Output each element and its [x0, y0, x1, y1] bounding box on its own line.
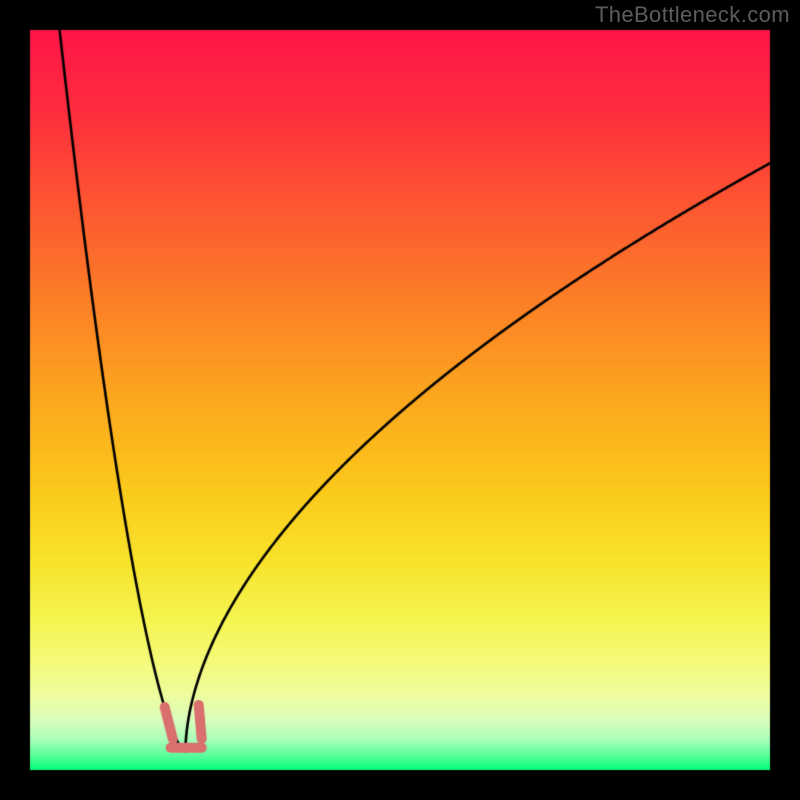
watermark-label: TheBottleneck.com [595, 2, 790, 28]
bottleneck-curve-layer [0, 0, 800, 800]
chart-container: TheBottleneck.com [0, 0, 800, 800]
